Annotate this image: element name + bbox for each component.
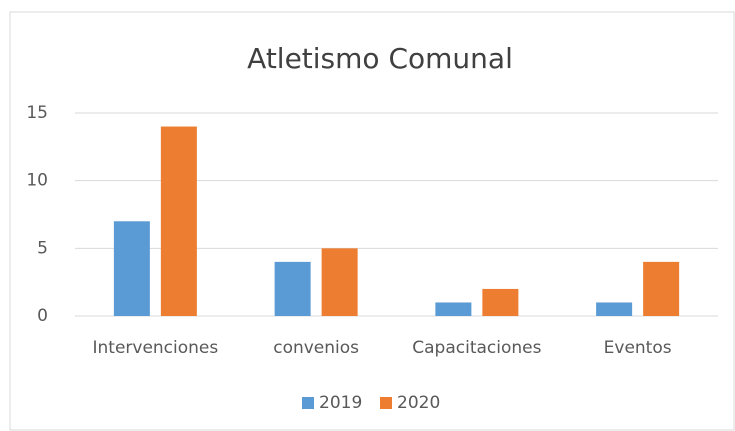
bar <box>160 126 197 317</box>
y-tick-label: 10 <box>26 171 48 191</box>
legend-swatch <box>302 397 314 409</box>
bar <box>482 288 519 316</box>
bar <box>596 302 633 316</box>
bar <box>113 221 150 316</box>
x-tick-label: Intervenciones <box>92 338 218 358</box>
x-tick-label: Eventos <box>604 338 672 358</box>
bar <box>274 261 311 316</box>
legend-label: 2019 <box>319 393 362 413</box>
y-tick-label: 0 <box>37 306 48 326</box>
x-tick-label: convenios <box>273 338 359 358</box>
y-tick-label: 5 <box>37 238 48 258</box>
bar <box>435 302 472 316</box>
y-tick-label: 15 <box>26 103 48 123</box>
bar <box>321 248 358 316</box>
chart-frame <box>9 11 735 431</box>
legend-swatch <box>380 397 392 409</box>
chart-title: Atletismo Comunal <box>247 42 513 75</box>
x-tick-label: Capacitaciones <box>412 338 541 358</box>
bar <box>643 261 680 316</box>
legend-label: 2020 <box>397 393 440 413</box>
